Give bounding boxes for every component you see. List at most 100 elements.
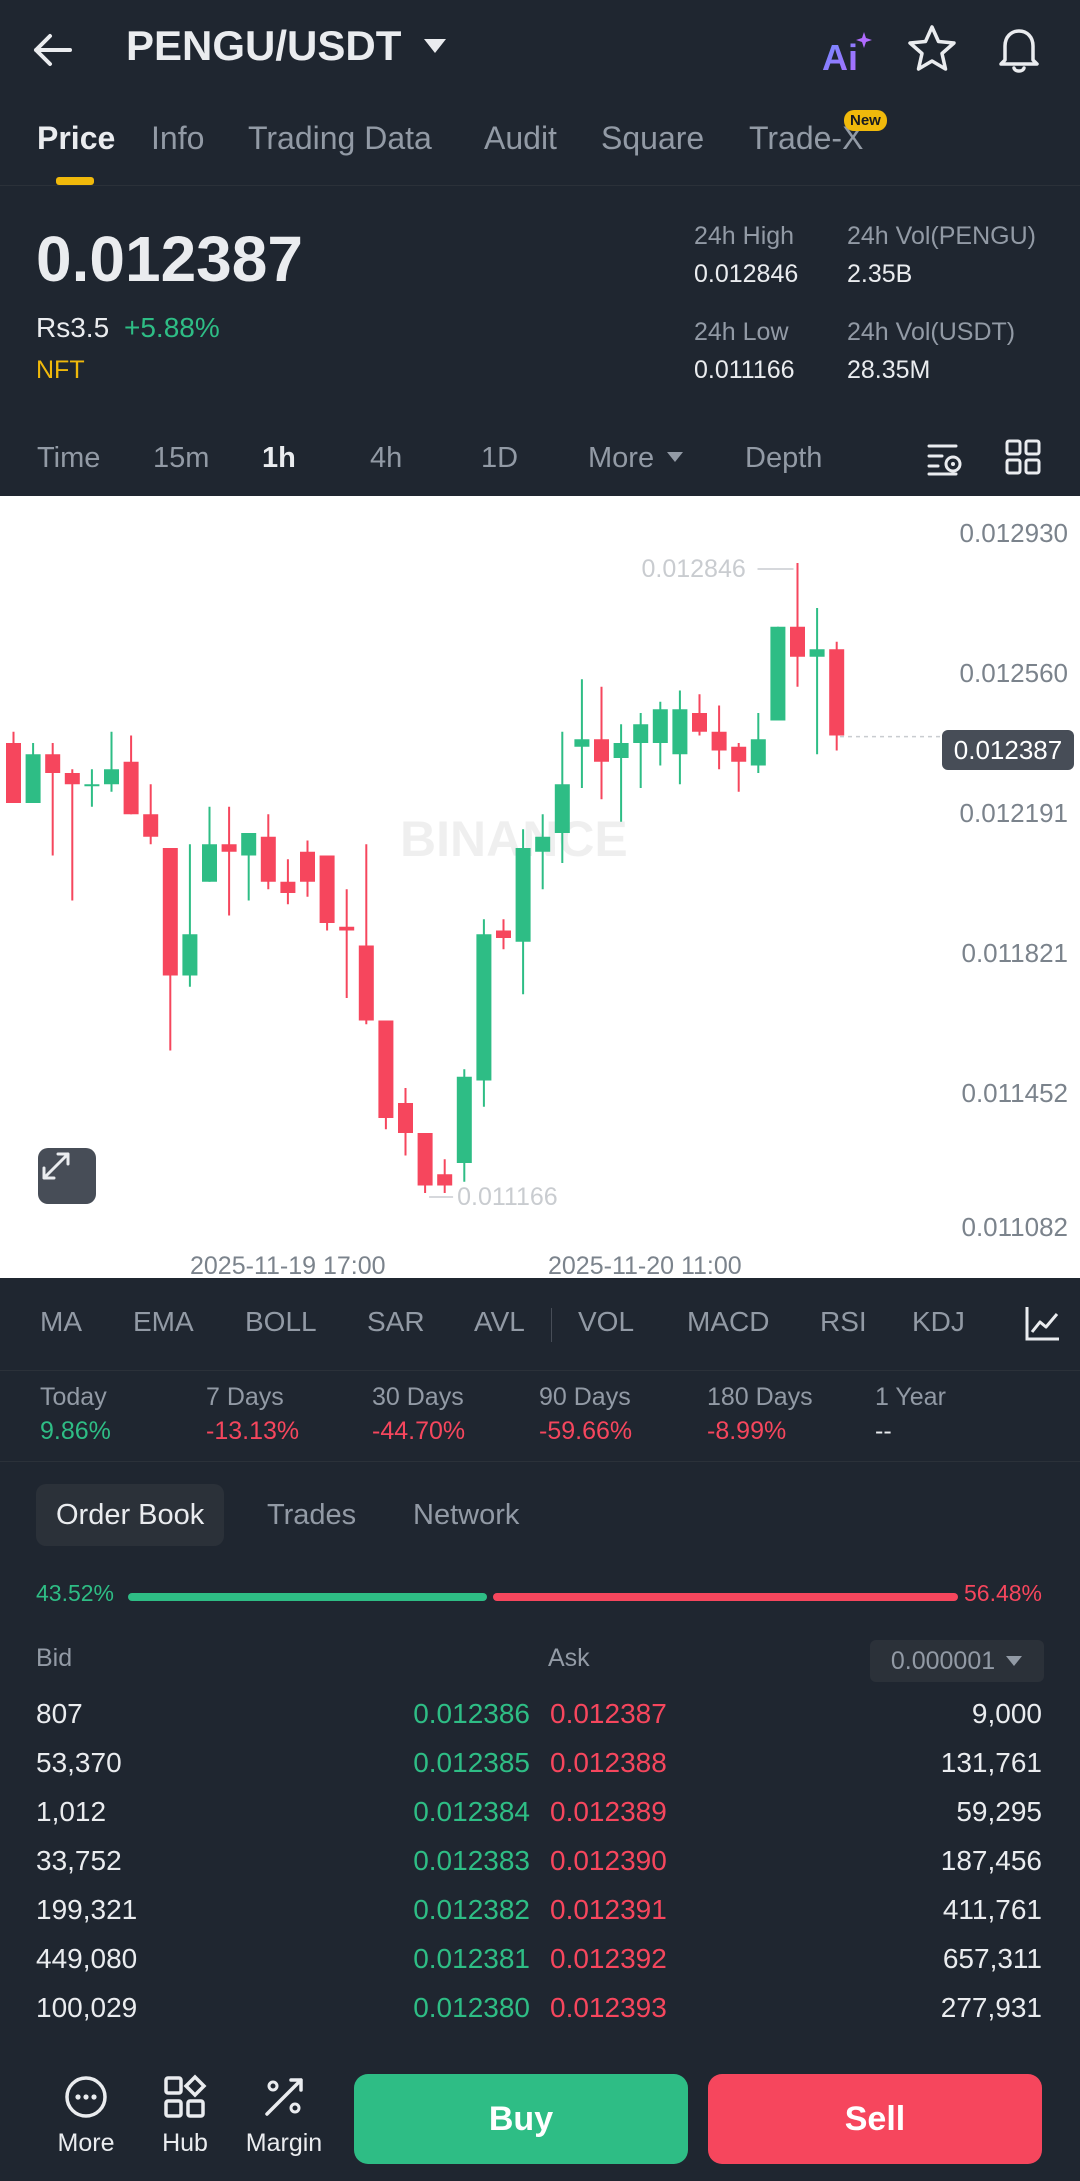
bid-price: 0.012382 xyxy=(413,1894,530,1925)
tab-price[interactable]: Price xyxy=(37,120,116,156)
caret-down-icon xyxy=(1006,1656,1023,1666)
bid-quantity: 33,752 xyxy=(36,1845,122,1876)
back-button[interactable] xyxy=(30,22,90,78)
bid-quantity: 807 xyxy=(36,1698,83,1729)
indicator-settings-icon[interactable] xyxy=(1024,1304,1062,1342)
tab-trading-data[interactable]: Trading Data xyxy=(248,120,432,156)
precision-selector[interactable]: 0.000001 xyxy=(870,1640,1044,1682)
orderbook-row[interactable]: 449,080 0.012381 0.012392 657,311 xyxy=(0,1935,1080,1984)
candle-body xyxy=(64,773,80,785)
chart-canvas[interactable]: BINANCE 0.012846 0.011166 xyxy=(0,496,1080,1278)
tab-trades[interactable]: Trades xyxy=(267,1499,357,1531)
candle-body xyxy=(574,739,590,747)
orderbook-row[interactable]: 1,012 0.012384 0.012389 59,295 xyxy=(0,1788,1080,1837)
candle-body xyxy=(476,934,492,1081)
ask-quantity: 411,761 xyxy=(942,1894,1042,1925)
orderbook-row[interactable]: 807 0.012386 0.012387 9,000 xyxy=(0,1690,1080,1739)
candle-body xyxy=(398,1103,413,1133)
orderbook-row[interactable]: 100,029 0.012380 0.012393 277,931 xyxy=(0,1984,1080,2033)
ask-price: 0.012391 xyxy=(550,1894,667,1925)
bid-price: 0.012381 xyxy=(413,1943,530,1974)
candle-body xyxy=(221,844,237,852)
favorite-button[interactable] xyxy=(905,22,959,76)
y-tick: 0.012191 xyxy=(959,798,1068,828)
perf-value: -59.66% xyxy=(539,1417,633,1445)
candle-body xyxy=(143,814,159,837)
new-badge: New xyxy=(844,110,887,131)
indicator-boll[interactable]: BOLL xyxy=(245,1306,317,1337)
ai-assistant-button[interactable]: Ai xyxy=(820,28,874,78)
indicator-kdj[interactable]: KDJ xyxy=(912,1306,965,1337)
more-icon xyxy=(65,2076,107,2118)
bid-quantity: 100,029 xyxy=(36,1992,138,2023)
ask-quantity: 187,456 xyxy=(940,1845,1042,1876)
candle-body xyxy=(809,649,825,657)
active-tab-indicator xyxy=(56,177,94,185)
interval-4h[interactable]: 4h xyxy=(370,442,403,474)
category-tag[interactable]: NFT xyxy=(36,356,85,384)
perf-label: 1 Year xyxy=(875,1383,946,1411)
volume-base-value: 2.35B xyxy=(847,260,913,288)
y-tick: 0.012930 xyxy=(959,518,1068,548)
buy-button[interactable]: Buy xyxy=(354,2074,688,2164)
fullscreen-button[interactable] xyxy=(38,1148,96,1204)
indicator-rsi[interactable]: RSI xyxy=(820,1306,867,1337)
bid-ratio: 43.52% xyxy=(36,1580,115,1606)
candle-body xyxy=(515,848,531,942)
tab-network[interactable]: Network xyxy=(413,1499,520,1531)
y-tick: 0.011452 xyxy=(961,1078,1068,1108)
x-tick: 2025-11-19 17:00 xyxy=(190,1252,386,1280)
ask-price: 0.012392 xyxy=(550,1943,667,1974)
bid-quantity: 199,321 xyxy=(36,1894,138,1925)
perf-label: 90 Days xyxy=(539,1383,631,1411)
candle-body xyxy=(300,851,315,882)
interval-1d[interactable]: 1D xyxy=(481,442,519,474)
nav-hub[interactable]: Hub xyxy=(142,2074,228,2158)
nav-more[interactable]: More xyxy=(43,2074,129,2158)
watermark: BINANCE xyxy=(400,811,628,867)
orderbook: 807 0.012386 0.012387 9,000 53,370 0.012… xyxy=(0,1690,1080,2045)
alert-button[interactable] xyxy=(992,22,1046,76)
indicator-sar[interactable]: SAR xyxy=(367,1306,425,1337)
high-value: 0.012846 xyxy=(694,260,799,288)
depth-toggle[interactable]: Depth xyxy=(745,442,823,474)
ask-quantity: 59,295 xyxy=(956,1796,1042,1827)
fiat-price: Rs3.5 xyxy=(36,312,110,343)
sell-button[interactable]: Sell xyxy=(708,2074,1042,2164)
tab-order-book[interactable]: Order Book xyxy=(36,1484,225,1546)
orderbook-row[interactable]: 53,370 0.012385 0.012388 131,761 xyxy=(0,1739,1080,1788)
orderbook-row[interactable]: 199,321 0.012382 0.012391 411,761 xyxy=(0,1886,1080,1935)
perf-label: 7 Days xyxy=(206,1383,284,1411)
nav-margin[interactable]: Margin xyxy=(241,2074,327,2158)
ask-price: 0.012388 xyxy=(550,1747,667,1778)
star-icon xyxy=(908,25,956,71)
indicator-ema[interactable]: EMA xyxy=(133,1306,194,1337)
ask-quantity: 9,000 xyxy=(971,1698,1042,1729)
candlestick-chart[interactable]: BINANCE 0.012846 0.011166 0.012930 0.012… xyxy=(0,496,1080,1280)
orderbook-row[interactable]: 33,752 0.012383 0.012390 187,456 xyxy=(0,1837,1080,1886)
indicator-avl[interactable]: AVL xyxy=(474,1306,525,1337)
candle-body xyxy=(652,709,668,743)
bid-price: 0.012380 xyxy=(413,1992,530,2023)
tab-info[interactable]: Info xyxy=(151,120,205,156)
layout-grid-icon[interactable] xyxy=(1004,438,1042,476)
caret-down-icon[interactable] xyxy=(422,36,448,56)
interval-time[interactable]: Time xyxy=(37,442,101,474)
candle-body xyxy=(829,649,845,736)
indicator-macd[interactable]: MACD xyxy=(687,1306,770,1337)
interval-1h[interactable]: 1h xyxy=(262,442,296,474)
interval-more[interactable]: More xyxy=(588,442,655,474)
orderbook-tabs: Order Book Trades Network xyxy=(0,1484,1080,1548)
candle-body xyxy=(6,743,21,803)
candle-body xyxy=(770,626,786,721)
chart-settings-icon[interactable] xyxy=(926,438,964,478)
tab-trade-x[interactable]: Trade-X xyxy=(749,120,864,156)
indicator-vol[interactable]: VOL xyxy=(578,1306,635,1337)
interval-15m[interactable]: 15m xyxy=(153,442,210,474)
low-marker: 0.011166 xyxy=(457,1183,558,1211)
candle-body xyxy=(496,930,511,938)
tab-square[interactable]: Square xyxy=(601,120,705,156)
tab-audit[interactable]: Audit xyxy=(484,120,557,156)
pair-selector[interactable]: PENGU/USDT xyxy=(126,22,402,69)
indicator-ma[interactable]: MA xyxy=(40,1306,82,1337)
